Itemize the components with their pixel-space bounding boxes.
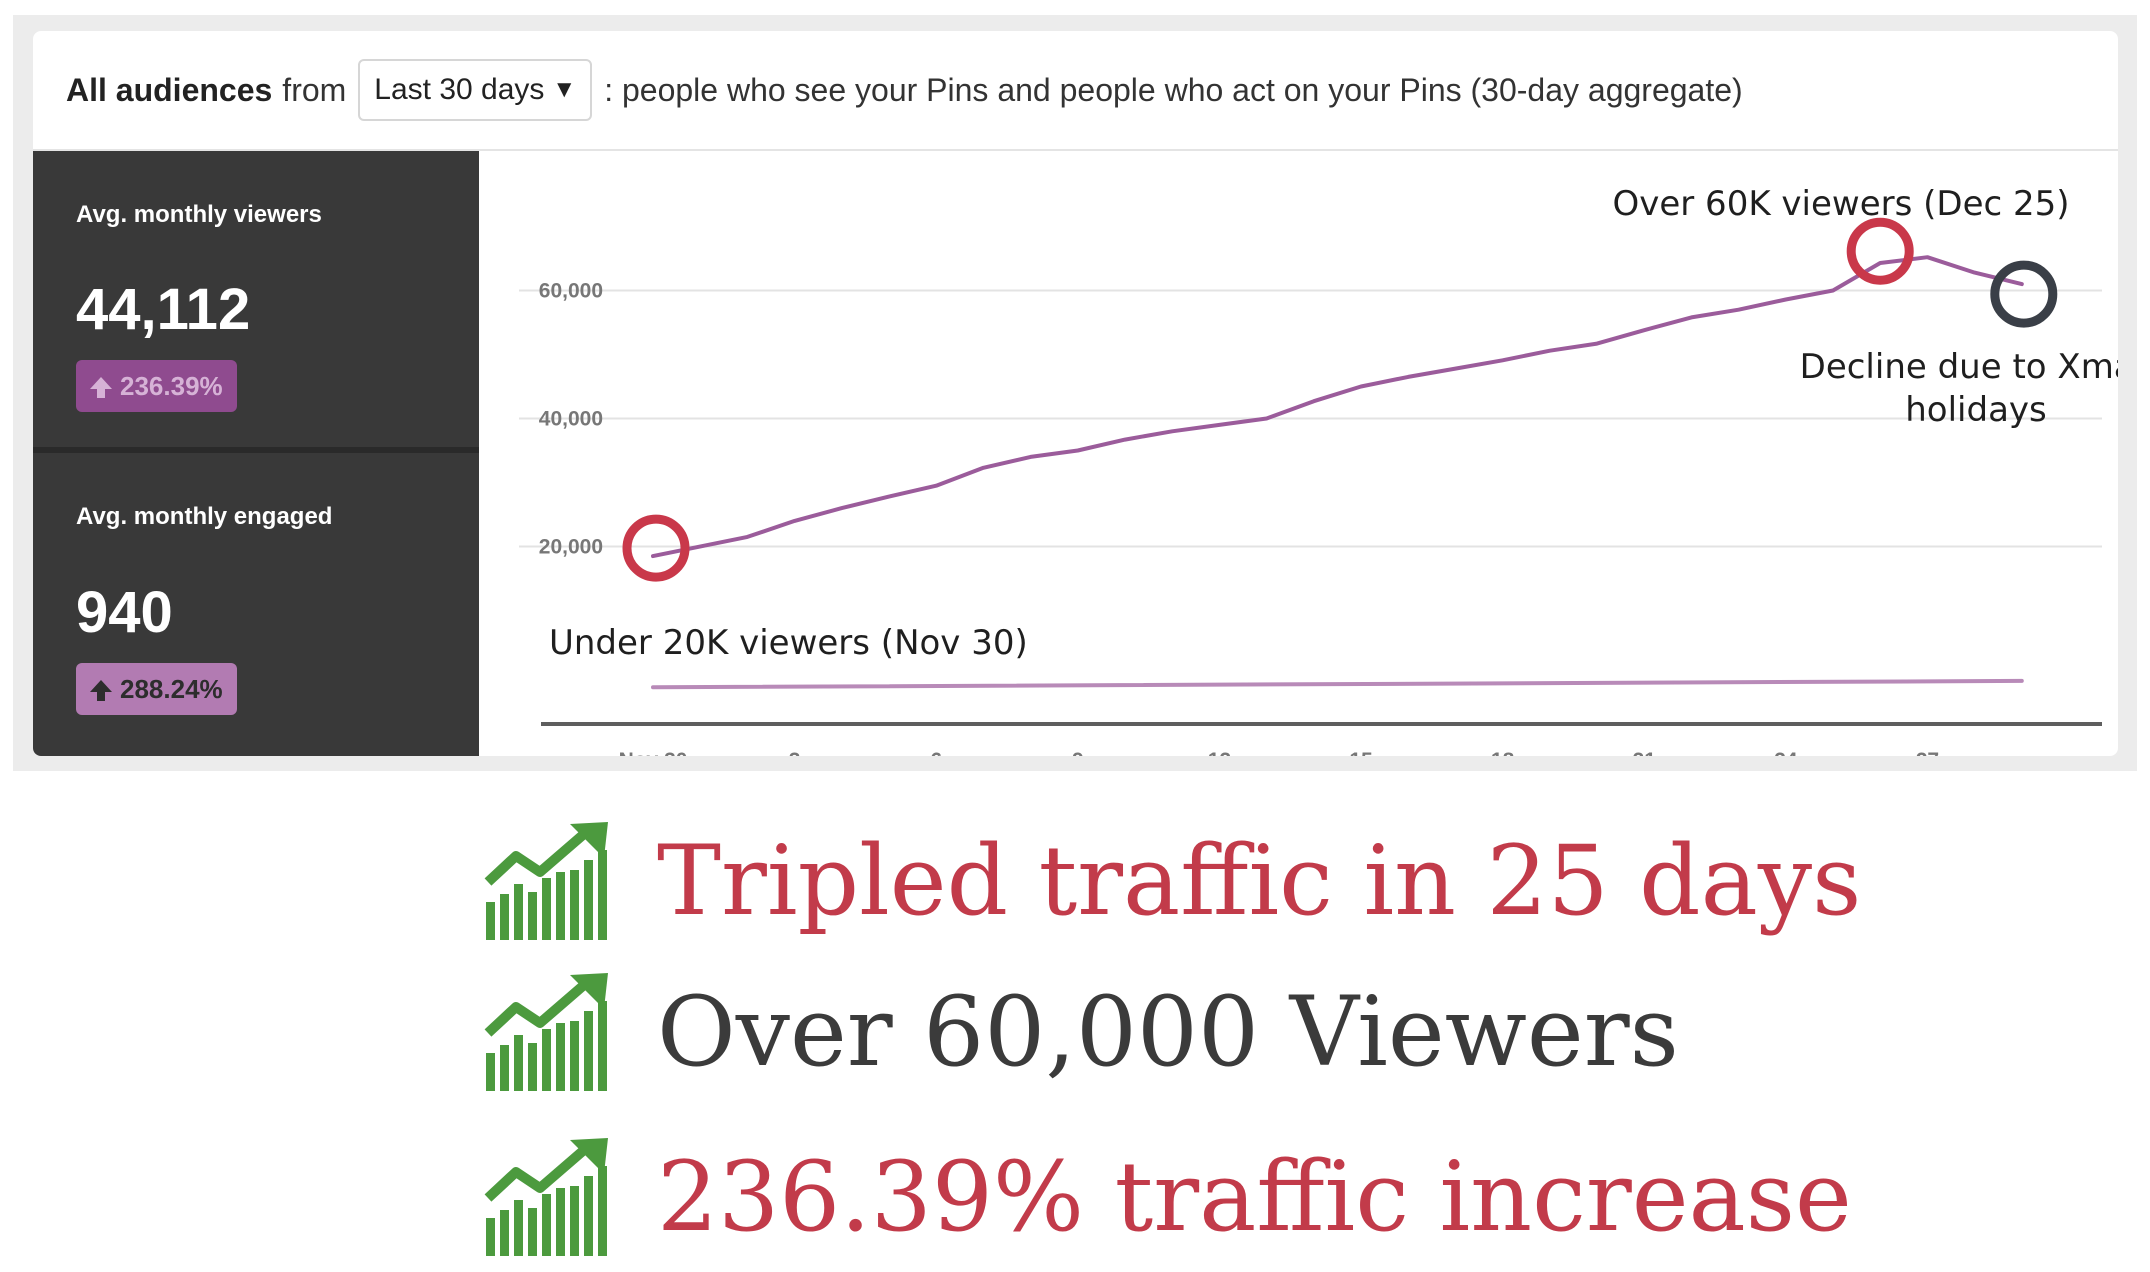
- metrics-sidebar: Avg. monthly viewers 44,112 236.39% Avg.…: [33, 151, 479, 756]
- arrow-up-icon: [90, 680, 112, 701]
- metric-value: 940: [76, 580, 173, 645]
- x-tick-label: 27: [1916, 749, 1939, 756]
- from-label: from: [282, 71, 347, 108]
- x-tick-label: 6: [930, 749, 942, 756]
- growth-chart-icon: [484, 1138, 612, 1256]
- annotation-circle-peak: [1846, 217, 1914, 285]
- x-tick-label: 15: [1349, 749, 1373, 756]
- highlight-text: Over 60,000 Viewers: [657, 976, 1679, 1088]
- change-badge: 236.39%: [76, 360, 237, 412]
- engaged-series-line[interactable]: [651, 678, 2024, 690]
- y-tick-label: 60,000: [539, 280, 603, 303]
- change-value: 236.39%: [120, 370, 223, 401]
- card-header: All audiences from Last 30 days ▼ : peop…: [33, 31, 2118, 151]
- annotation-label: Under 20K viewers (Nov 30): [549, 623, 1028, 663]
- audience-label[interactable]: All audiences: [66, 71, 273, 108]
- audience-line-chart: 20,000 40,000 60,000 Nov 30 3 6 9 12 15 18 21 24 27 U…: [519, 184, 2118, 756]
- y-tick-label: 20,000: [539, 536, 603, 559]
- arrow-up-icon: [90, 377, 112, 398]
- highlight-row: Over 60,000 Viewers: [484, 967, 1679, 1097]
- highlight-row: 236.39% traffic increase: [484, 1132, 1852, 1262]
- header-description: : people who see your Pins and people wh…: [604, 71, 1743, 108]
- divider: [33, 447, 479, 453]
- x-tick-label: 3: [789, 749, 801, 756]
- viewers-series-line[interactable]: [651, 255, 2024, 559]
- date-range-value: Last 30 days: [374, 73, 545, 106]
- annotation-circle-low: [622, 514, 690, 582]
- x-tick-label: 18: [1491, 749, 1515, 756]
- highlight-text: Tripled traffic in 25 days: [657, 825, 1862, 937]
- highlight-row: Tripled traffic in 25 days: [484, 816, 1861, 946]
- metric-value: 44,112: [76, 277, 251, 342]
- x-tick-label: Nov 30: [619, 749, 688, 756]
- growth-chart-icon: [484, 822, 612, 940]
- audience-analytics-card: All audiences from Last 30 days ▼ : peop…: [33, 31, 2118, 756]
- x-tick-label: 24: [1774, 749, 1798, 756]
- x-tick-label: 21: [1633, 749, 1657, 756]
- annotation-label: holidays: [1905, 390, 2047, 430]
- growth-chart-icon: [484, 973, 612, 1091]
- annotation-label: Decline due to Xmas: [1800, 347, 2118, 387]
- y-tick-label: 40,000: [539, 408, 603, 431]
- caret-down-icon: ▼: [552, 76, 577, 103]
- annotation-circle-decline: [1990, 260, 2058, 328]
- change-value: 288.24%: [120, 673, 223, 704]
- date-range-select[interactable]: Last 30 days ▼: [358, 59, 593, 121]
- highlight-text: 236.39% traffic increase: [657, 1141, 1852, 1253]
- metric-title: Avg. monthly viewers: [76, 201, 322, 228]
- change-badge: 288.24%: [76, 663, 237, 715]
- annotation-label: Over 60K viewers (Dec 25): [1612, 184, 2069, 224]
- x-tick-label: 12: [1208, 749, 1231, 756]
- x-tick-label: 9: [1072, 749, 1084, 756]
- metric-title: Avg. monthly engaged: [76, 503, 333, 530]
